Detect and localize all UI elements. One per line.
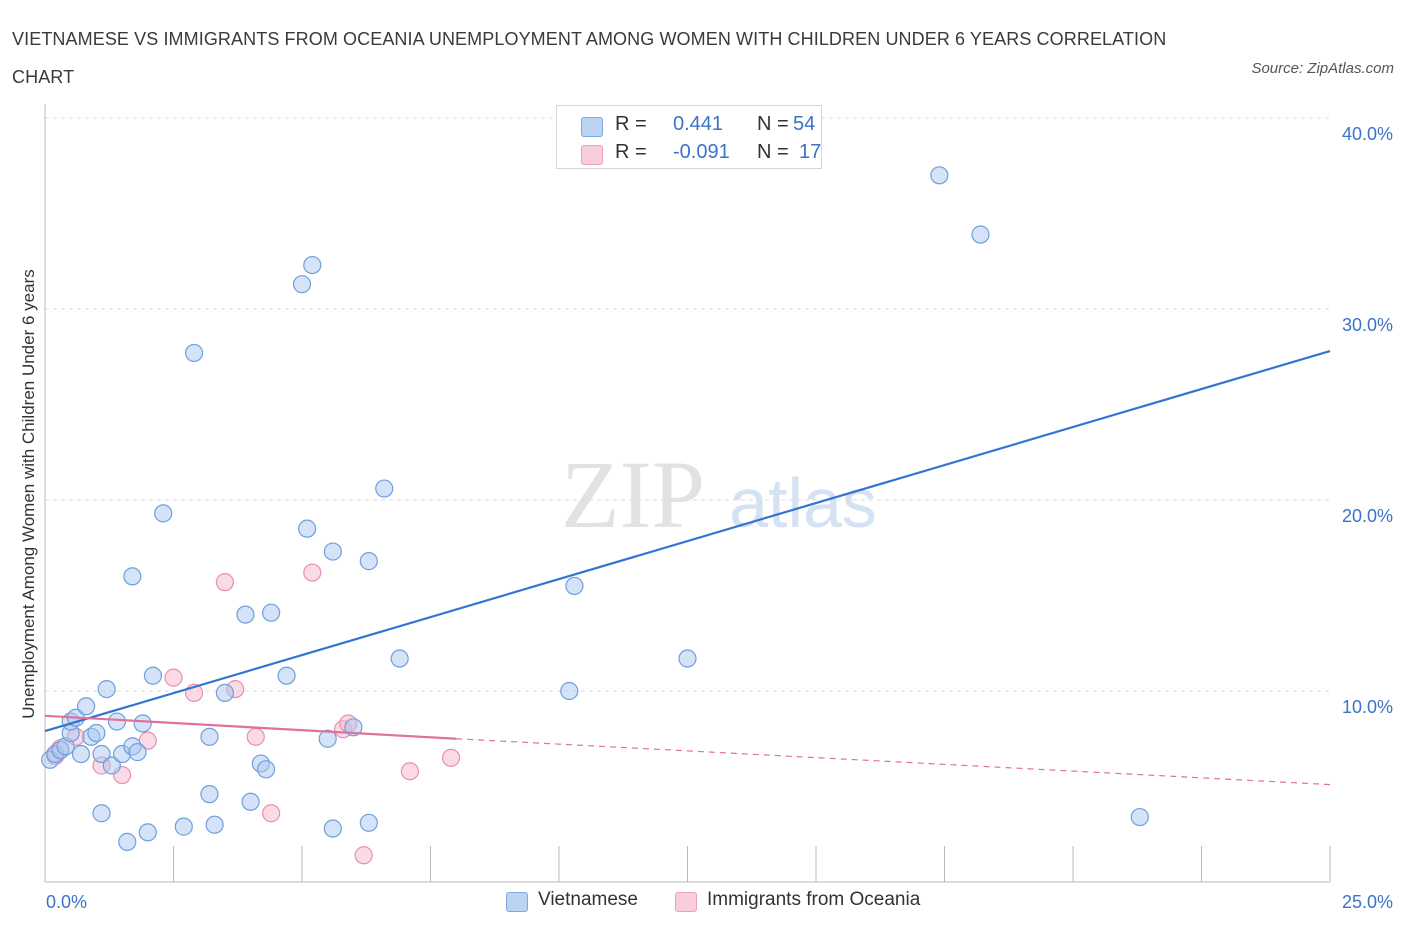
vietnamese-point bbox=[303, 255, 322, 275]
bottom-legend-label: Vietnamese bbox=[538, 889, 638, 910]
vietnamese-point bbox=[102, 756, 121, 775]
vietnamese-point bbox=[154, 504, 173, 523]
vietnamese-point bbox=[256, 760, 276, 779]
oceania-point bbox=[262, 804, 281, 823]
bottom-legend-label: Immigrants from Oceania bbox=[707, 889, 921, 910]
vietnamese-point bbox=[560, 681, 579, 701]
legend-swatch-vietnamese bbox=[581, 117, 603, 137]
oceania-point bbox=[215, 573, 234, 592]
vietnamese-point bbox=[236, 605, 255, 624]
vietnamese-point bbox=[174, 817, 193, 836]
y-tick-label: 40.0% bbox=[1342, 124, 1393, 144]
y-tick-label: 10.0% bbox=[1342, 697, 1393, 717]
legend-r-value: -0.091 bbox=[673, 141, 730, 163]
vietnamese-trend-line bbox=[44, 349, 1331, 733]
vietnamese-point bbox=[1130, 807, 1149, 827]
legend-r-label: R = bbox=[615, 141, 647, 163]
bottom-legend-swatch-vietnamese bbox=[506, 892, 528, 912]
y-tick-label: 30.0% bbox=[1342, 315, 1393, 335]
vietnamese-point bbox=[565, 576, 584, 596]
oceania-point bbox=[400, 762, 420, 781]
vietnamese-point bbox=[971, 225, 990, 244]
x-tick-label: 0.0% bbox=[46, 892, 87, 912]
vietnamese-point bbox=[277, 666, 296, 685]
correlation-legend: R = 0.441 N = 54 R = -0.091 N = 17 bbox=[556, 105, 822, 169]
vietnamese-point bbox=[184, 343, 204, 363]
y-axis-label: Unemployment Among Women with Children U… bbox=[19, 269, 38, 718]
vietnamese-point bbox=[133, 714, 152, 733]
vietnamese-point bbox=[71, 744, 91, 764]
legend-n-value: 54 bbox=[793, 113, 816, 135]
oceania-point bbox=[441, 748, 461, 767]
legend-n-label: N = bbox=[757, 113, 789, 135]
vietnamese-point bbox=[678, 649, 697, 668]
vietnamese-point bbox=[77, 697, 96, 716]
vietnamese-point bbox=[143, 666, 163, 685]
oceania-trend-line bbox=[44, 714, 457, 740]
vietnamese-point bbox=[128, 743, 147, 762]
oceania-trend-extension bbox=[456, 738, 1331, 786]
bottom-legend-swatch-oceania bbox=[675, 892, 697, 912]
vietnamese-point bbox=[92, 744, 111, 764]
vietnamese-point bbox=[205, 815, 224, 834]
vietnamese-point bbox=[298, 519, 317, 538]
vietnamese-point bbox=[97, 679, 116, 699]
vietnamese-point bbox=[107, 712, 127, 731]
vietnamese-point bbox=[200, 727, 219, 746]
vietnamese-point bbox=[118, 832, 137, 851]
vietnamese-point bbox=[138, 823, 157, 842]
vietnamese-point bbox=[390, 649, 409, 668]
legend-n-label: N = bbox=[757, 141, 789, 163]
vietnamese-point bbox=[123, 567, 142, 586]
vietnamese-point bbox=[318, 729, 337, 748]
vietnamese-point bbox=[359, 813, 378, 832]
chart-title: VIETNAMESE VS IMMIGRANTS FROM OCEANIA UN… bbox=[12, 29, 1167, 87]
vietnamese-point bbox=[262, 603, 281, 622]
watermark-atlas: atlas bbox=[729, 464, 877, 542]
legend-r-value: 0.441 bbox=[673, 113, 724, 135]
source-label: Source: ZipAtlas.com bbox=[1251, 60, 1394, 77]
vietnamese-point bbox=[344, 718, 363, 737]
oceania-point bbox=[354, 846, 373, 865]
vietnamese-point bbox=[375, 479, 394, 498]
vietnamese-point bbox=[87, 723, 106, 743]
legend-swatch-oceania bbox=[581, 145, 603, 165]
x-tick-label: 25.0% bbox=[1342, 892, 1393, 912]
vietnamese-point bbox=[241, 792, 260, 811]
vietnamese-point bbox=[215, 683, 234, 703]
vietnamese-point bbox=[92, 804, 111, 823]
vietnamese-point bbox=[323, 542, 342, 561]
vietnamese-point bbox=[930, 166, 949, 185]
vietnamese-point bbox=[200, 785, 219, 804]
vietnamese-point bbox=[292, 275, 312, 294]
legend-n-value: 17 bbox=[799, 141, 822, 163]
watermark-zip: ZIP bbox=[561, 441, 705, 548]
y-tick-label: 20.0% bbox=[1342, 506, 1393, 526]
oceania-point bbox=[246, 727, 265, 746]
oceania-point bbox=[303, 563, 322, 582]
legend-r-label: R = bbox=[615, 113, 647, 135]
vietnamese-point bbox=[359, 552, 378, 571]
vietnamese-point bbox=[323, 819, 342, 838]
oceania-point bbox=[164, 668, 183, 687]
